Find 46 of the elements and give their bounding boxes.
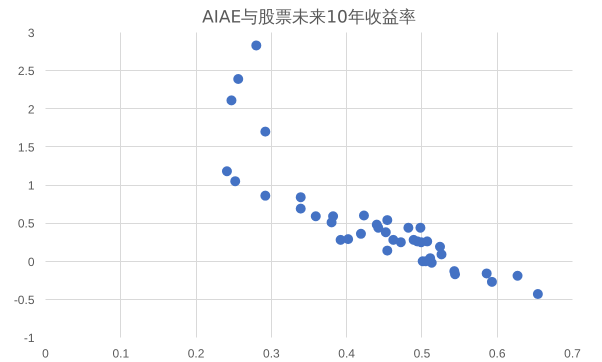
point [426,258,437,268]
y-tick-label: 3 [28,26,35,40]
y-tick-label: -1 [24,331,35,345]
point [382,215,392,226]
point [233,74,244,84]
point [512,270,523,281]
point [486,276,497,287]
point [403,222,414,233]
y-tick-label: -0.5 [14,292,35,307]
point [356,228,366,239]
y-tick-label: 0 [28,254,35,269]
point [230,176,240,186]
x-tick-label: 0.3 [263,346,280,360]
point [260,126,270,137]
y-tick-label: 1.5 [18,140,35,154]
point [436,249,447,260]
point [226,95,236,106]
x-tick-label: 0.1 [112,346,130,360]
x-tick-label: 0.4 [338,346,356,360]
point [260,190,270,201]
point [382,246,392,256]
point [343,234,354,244]
point [482,268,492,278]
point [251,40,262,50]
y-tick-label: 1 [28,178,35,192]
point [532,289,543,300]
x-tick-label: 0 [42,346,50,360]
point [326,217,337,228]
y-tick-label: 2 [28,102,35,116]
point [422,236,432,246]
point [296,204,306,214]
point [222,166,232,176]
y-tick-label: 0.5 [18,216,35,231]
point [380,227,391,238]
x-tick-label: 0.7 [564,346,582,360]
point [415,222,426,233]
chart-title: AIAE与股票未来10年收益率 [202,8,416,28]
point [373,222,384,233]
x-tick-label: 0.5 [414,346,431,360]
x-tick-label: 0.6 [488,346,506,360]
point [310,211,321,222]
y-tick-label: 2.5 [18,64,35,78]
point [358,210,369,220]
x-tick-label: 0.2 [188,346,205,360]
point [296,192,306,202]
point [396,237,406,248]
